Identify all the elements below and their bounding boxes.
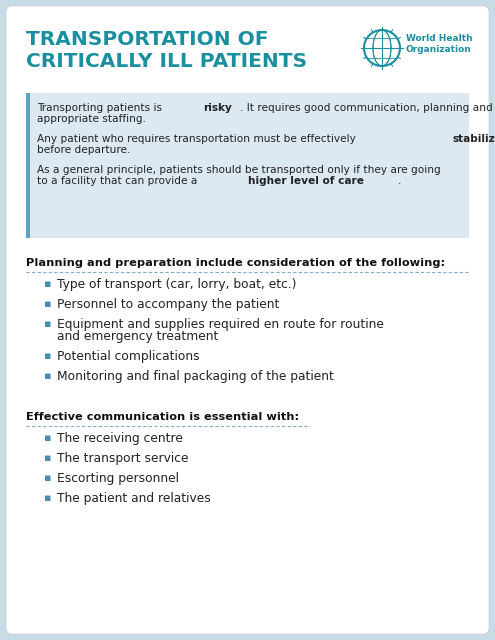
Text: Planning and preparation include consideration of the following:: Planning and preparation include conside… (26, 258, 445, 268)
Text: appropriate staffing.: appropriate staffing. (37, 114, 146, 124)
Text: World Health: World Health (406, 34, 473, 43)
Text: TRANSPORTATION OF: TRANSPORTATION OF (26, 30, 268, 49)
Text: Equipment and supplies required en route for routine: Equipment and supplies required en route… (57, 318, 384, 331)
Text: Personnel to accompany the patient: Personnel to accompany the patient (57, 298, 279, 311)
Text: higher level of care: higher level of care (248, 176, 364, 186)
Text: ▪: ▪ (44, 319, 51, 329)
Text: ▪: ▪ (44, 493, 51, 503)
Text: CRITICALLY ILL PATIENTS: CRITICALLY ILL PATIENTS (26, 52, 307, 71)
Text: ▪: ▪ (44, 351, 51, 361)
Text: risky: risky (202, 103, 232, 113)
Text: stabilized: stabilized (453, 134, 495, 144)
Text: Any patient who requires transportation must be effectively: Any patient who requires transportation … (37, 134, 359, 144)
Text: Effective communication is essential with:: Effective communication is essential wit… (26, 412, 299, 422)
Text: before departure.: before departure. (37, 145, 130, 155)
Bar (26, 93, 30, 238)
Text: to a facility that can provide a: to a facility that can provide a (37, 176, 201, 186)
Text: Escorting personnel: Escorting personnel (57, 472, 179, 485)
Text: Type of transport (car, lorry, boat, etc.): Type of transport (car, lorry, boat, etc… (57, 278, 297, 291)
Text: ▪: ▪ (44, 453, 51, 463)
Text: ▪: ▪ (44, 279, 51, 289)
FancyBboxPatch shape (26, 93, 469, 238)
Text: and emergency treatment: and emergency treatment (57, 330, 218, 343)
Text: The receiving centre: The receiving centre (57, 432, 183, 445)
Text: The patient and relatives: The patient and relatives (57, 492, 211, 505)
Text: ▪: ▪ (44, 473, 51, 483)
Text: . It requires good communication, planning and: . It requires good communication, planni… (240, 103, 493, 113)
Text: ▪: ▪ (44, 299, 51, 309)
Text: ▪: ▪ (44, 371, 51, 381)
Text: Organization: Organization (406, 45, 472, 54)
Text: .: . (398, 176, 401, 186)
Text: The transport service: The transport service (57, 452, 189, 465)
Text: Potential complications: Potential complications (57, 350, 199, 363)
Text: Transporting patients is: Transporting patients is (37, 103, 165, 113)
Text: Monitoring and final packaging of the patient: Monitoring and final packaging of the pa… (57, 370, 334, 383)
FancyBboxPatch shape (6, 6, 489, 634)
Text: As a general principle, patients should be transported only if they are going: As a general principle, patients should … (37, 165, 441, 175)
Text: ▪: ▪ (44, 433, 51, 443)
